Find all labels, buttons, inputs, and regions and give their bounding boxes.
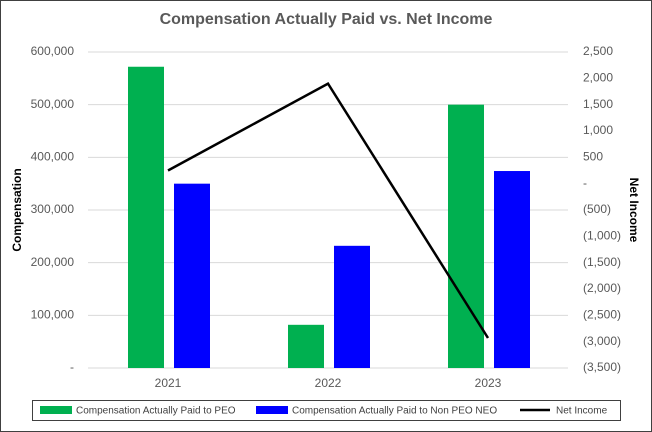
legend-swatch: [256, 406, 288, 414]
y-tick-label: 100,000: [31, 308, 75, 322]
legend-swatch: [40, 406, 72, 414]
bar: [494, 171, 530, 368]
y-axis-title: Compensation: [10, 168, 24, 251]
chart-title: Compensation Actually Paid vs. Net Incom…: [160, 11, 493, 28]
bar: [174, 183, 210, 368]
legend-label: Compensation Actually Paid to Non PEO NE…: [292, 406, 497, 417]
y2-tick-label: (1,500): [583, 255, 621, 269]
y2-tick-label: 500: [583, 150, 603, 164]
bar: [448, 104, 484, 369]
y2-tick-label: (2,500): [583, 308, 621, 322]
y2-axis-title: Net Income: [627, 178, 641, 243]
x-tick-label: 2023: [475, 376, 502, 390]
y2-tick-label: -: [583, 176, 587, 190]
legend-label: Compensation Actually Paid to PEO: [76, 406, 236, 417]
legend-label: Net Income: [556, 406, 608, 417]
y2-tick-label: 1,000: [583, 123, 613, 137]
y-tick-label: -: [70, 360, 74, 374]
legend-box: [32, 400, 621, 421]
x-tick-label: 2021: [155, 376, 182, 390]
y2-tick-label: 2,500: [583, 44, 613, 58]
line: [167, 81, 490, 339]
y-tick-label: 200,000: [31, 255, 75, 269]
y2-tick-label: (3,500): [583, 360, 621, 374]
y2-tick-label: (3,000): [583, 334, 621, 348]
y-tick-label: 400,000: [31, 150, 75, 164]
y2-tick-label: (500): [583, 202, 611, 216]
y-tick-label: 300,000: [31, 202, 75, 216]
y2-tick-label: 1,500: [583, 97, 613, 111]
y-tick-label: 600,000: [31, 44, 75, 58]
y2-tick-label: (1,000): [583, 229, 621, 243]
x-tick-label: 2022: [315, 376, 342, 390]
bar: [128, 66, 164, 368]
bar: [288, 324, 324, 368]
y2-tick-label: 2,000: [583, 71, 613, 85]
y-tick-label: 500,000: [31, 97, 75, 111]
y2-tick-label: (2,000): [583, 281, 621, 295]
bar: [334, 245, 370, 368]
